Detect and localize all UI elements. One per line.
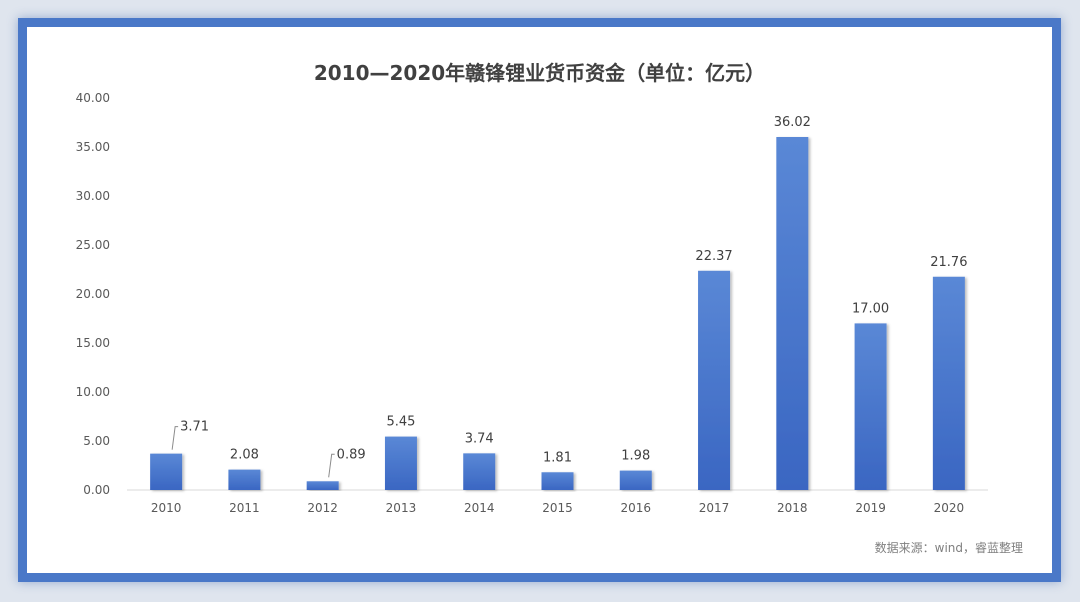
bar-2017 <box>698 270 731 490</box>
y-tick-label: 5.00 <box>83 434 110 448</box>
x-tick-label: 2011 <box>229 501 260 515</box>
data-label: 17.00 <box>852 301 889 316</box>
x-tick-label: 2014 <box>464 501 495 515</box>
data-labels: 3.71 2.08 0.89 5.45 3.74 1.81 1.98 22.37 36.02 17… <box>171 115 967 478</box>
x-tick-label: 2020 <box>934 501 965 515</box>
bar-2014 <box>463 453 496 490</box>
x-tick-label: 2016 <box>620 501 651 515</box>
x-tick-label: 2012 <box>307 501 338 515</box>
y-tick-label: 35.00 <box>76 140 110 154</box>
x-tick-label: 2019 <box>855 501 886 515</box>
x-tick-label: 2018 <box>777 501 808 515</box>
bar-2016 <box>619 470 652 490</box>
bar-2015 <box>541 472 574 490</box>
x-axis: 2010 2011 2012 2013 2014 2015 2016 2017 2018 2019… <box>127 489 988 515</box>
data-label: 1.81 <box>543 450 572 465</box>
bars <box>150 137 965 490</box>
data-label: 5.45 <box>386 415 415 430</box>
chart-title: 2010—2020年赣锋锂业货币资金（单位：亿元） <box>313 61 766 85</box>
bar-2020 <box>932 276 965 490</box>
y-tick-label: 25.00 <box>76 238 110 252</box>
leader-line <box>171 426 179 450</box>
bar-2012 <box>306 481 339 490</box>
y-tick-label: 30.00 <box>76 189 110 203</box>
bar-2010 <box>150 453 183 490</box>
leader-line <box>328 453 335 478</box>
x-tick-label: 2015 <box>542 501 573 515</box>
chart-frame: 2010—2020年赣锋锂业货币资金（单位：亿元） 数据来源：wind，睿蓝整理 <box>18 18 1061 582</box>
bar-2018 <box>776 137 809 490</box>
bar-2013 <box>384 436 417 490</box>
y-axis: 0.00 5.00 10.00 15.00 20.00 25.00 30.00 35.00 40… <box>76 91 110 497</box>
chart-source-note: 数据来源：wind，睿蓝整理 <box>874 541 1023 555</box>
bar-2011 <box>228 469 261 490</box>
data-label: 1.98 <box>621 449 650 464</box>
bar-2019 <box>854 323 887 490</box>
data-label: 3.74 <box>465 431 494 446</box>
data-label: 36.02 <box>774 115 811 130</box>
data-label: 2.08 <box>230 448 259 463</box>
data-label: 21.76 <box>930 255 967 270</box>
x-tick-label: 2013 <box>386 501 417 515</box>
y-tick-label: 15.00 <box>76 336 110 350</box>
y-tick-label: 10.00 <box>76 385 110 399</box>
y-tick-label: 0.00 <box>83 483 110 497</box>
x-tick-label: 2010 <box>151 501 182 515</box>
data-label: 3.71 <box>180 420 209 435</box>
data-label: 22.37 <box>695 249 732 264</box>
y-tick-label: 40.00 <box>76 91 110 105</box>
x-tick-label: 2017 <box>699 501 730 515</box>
data-label: 0.89 <box>337 447 366 462</box>
y-tick-label: 20.00 <box>76 287 110 301</box>
